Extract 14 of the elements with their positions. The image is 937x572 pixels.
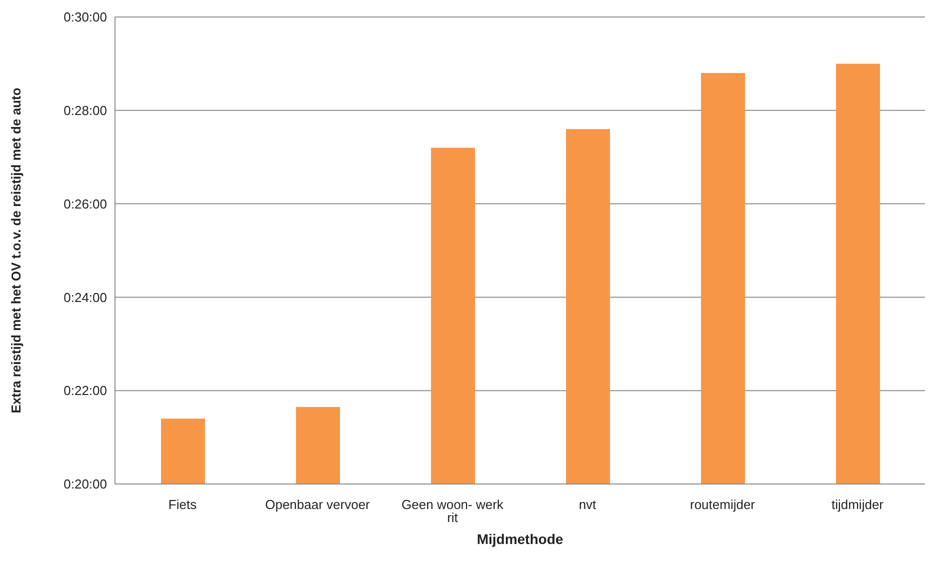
y-tick-label: 0:26:00 bbox=[64, 196, 107, 212]
y-tick-label: 0:30:00 bbox=[64, 10, 107, 25]
y-tick-label: 0:28:00 bbox=[64, 103, 107, 118]
y-tick-label: 0:20:00 bbox=[64, 476, 107, 492]
x-axis-title: Mijdmethode bbox=[476, 531, 564, 547]
x-tick-label: tijdmijder bbox=[831, 497, 884, 512]
x-tick-label: Geen woon- werk rit bbox=[402, 497, 504, 526]
x-tick-label: Openbaar vervoer bbox=[265, 497, 371, 512]
y-axis-title: Extra reistijd met het OV t.o.v. de reistijd met de auto bbox=[8, 88, 24, 414]
y-tick-label: 0:24:00 bbox=[64, 290, 107, 305]
x-tick-label: nvt bbox=[578, 497, 597, 512]
x-tick-label: Fiets bbox=[168, 497, 198, 512]
x-tick-label: routemijder bbox=[690, 497, 756, 512]
y-tick-label: 0:22:00 bbox=[64, 383, 107, 398]
